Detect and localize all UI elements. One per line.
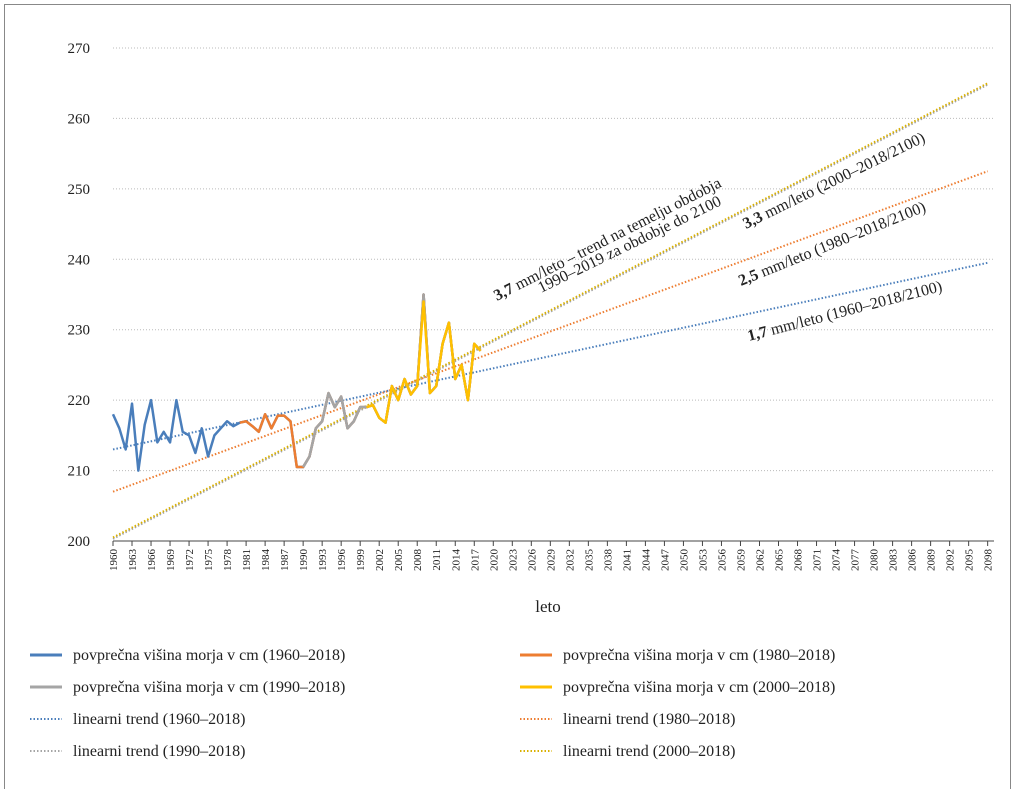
legend-label: linearni trend (2000–2018) bbox=[563, 743, 735, 760]
x-tick-label: 1975 bbox=[203, 549, 215, 572]
x-tick-label: 2089 bbox=[926, 549, 938, 572]
x-tick-label: 2098 bbox=[983, 549, 995, 572]
y-tick-label: 200 bbox=[68, 534, 91, 550]
x-tick-label: 2053 bbox=[697, 549, 709, 572]
x-tick-label: 2077 bbox=[850, 549, 862, 572]
x-tick-label: 1960 bbox=[108, 549, 120, 572]
x-tick-label: 2023 bbox=[507, 549, 519, 572]
x-tick-label: 1984 bbox=[260, 549, 272, 572]
legend-label: povprečna višina morja v cm (2000–2018) bbox=[563, 679, 835, 696]
y-tick-label: 270 bbox=[68, 41, 91, 57]
x-tick-label: 2068 bbox=[793, 549, 805, 572]
x-tick-label: 2059 bbox=[735, 549, 747, 572]
x-tick-label: 1969 bbox=[165, 549, 177, 572]
annotation: 3,7 mm/leto – trend na temelju obdobja bbox=[491, 175, 724, 305]
annotation: 1990–2019 za obdobje do 2100 bbox=[535, 193, 724, 297]
y-tick-label: 220 bbox=[68, 393, 91, 409]
x-tick-label: 2005 bbox=[393, 549, 405, 572]
x-tick-label: 2056 bbox=[716, 549, 728, 572]
x-tick-label: 2074 bbox=[831, 549, 843, 572]
x-tick-label: 2095 bbox=[964, 549, 976, 572]
x-tick-label: 2080 bbox=[869, 549, 881, 572]
x-tick-label: 2011 bbox=[431, 549, 443, 571]
y-tick-label: 240 bbox=[68, 252, 91, 268]
legend-label: povprečna višina morja v cm (1960–2018) bbox=[73, 647, 345, 664]
annotation-text: 1990–2019 za obdobje do 2100 bbox=[535, 193, 724, 297]
annotation-text: mm/leto (1960–2018/2100) bbox=[765, 278, 944, 340]
legend-label: linearni trend (1960–2018) bbox=[73, 711, 245, 728]
x-tick-label: 2032 bbox=[564, 549, 576, 571]
x-tick-label: 2020 bbox=[488, 549, 500, 572]
x-tick-label: 2083 bbox=[888, 549, 900, 572]
x-tick-label: 1963 bbox=[127, 549, 139, 572]
x-tick-label: 2047 bbox=[659, 549, 671, 572]
legend-label: povprečna višina morja v cm (1980–2018) bbox=[563, 647, 835, 664]
x-tick-label: 1993 bbox=[317, 549, 329, 572]
x-tick-label: 2065 bbox=[774, 549, 786, 572]
x-tick-label: 2014 bbox=[450, 549, 462, 572]
x-tick-label: 2092 bbox=[945, 549, 957, 571]
frame bbox=[4, 4, 1011, 790]
x-tick-label: 2041 bbox=[621, 549, 633, 571]
x-tick-label: 2038 bbox=[602, 549, 614, 572]
y-tick-label: 210 bbox=[68, 464, 91, 480]
x-tick-label: 1972 bbox=[184, 549, 196, 571]
y-tick-label: 250 bbox=[68, 182, 91, 198]
x-tick-label: 1999 bbox=[355, 549, 367, 572]
series-line bbox=[302, 293, 482, 468]
x-tick-label: 1990 bbox=[298, 549, 310, 572]
legend-label: linearni trend (1990–2018) bbox=[73, 743, 245, 760]
annotation-bold: 1,7 bbox=[746, 323, 770, 344]
x-tick-label: 1966 bbox=[146, 549, 158, 572]
x-tick-label: 1996 bbox=[336, 549, 348, 572]
x-tick-label: 2086 bbox=[907, 549, 919, 572]
x-tick-label: 2035 bbox=[583, 549, 595, 572]
annotation: 1,7 mm/leto (1960–2018/2100) bbox=[746, 278, 944, 345]
x-tick-label: 2017 bbox=[469, 549, 481, 572]
x-tick-label: 1987 bbox=[279, 549, 291, 572]
x-tick-label: 2044 bbox=[640, 549, 652, 572]
x-tick-label: 2050 bbox=[678, 549, 690, 572]
series-line bbox=[112, 170, 989, 493]
annotation-bold: 2,5 bbox=[736, 266, 761, 289]
y-tick-label: 260 bbox=[68, 111, 91, 127]
x-tick-label: 2008 bbox=[412, 549, 424, 572]
series-line bbox=[366, 300, 482, 424]
y-tick-label: 230 bbox=[68, 323, 91, 339]
x-tick-label: 2029 bbox=[545, 549, 557, 572]
legend-label: linearni trend (1980–2018) bbox=[563, 711, 735, 728]
x-tick-label: 2002 bbox=[374, 549, 386, 571]
series-line bbox=[239, 293, 482, 469]
x-tick-label: 2062 bbox=[754, 549, 766, 571]
x-axis-label: leto bbox=[535, 597, 561, 616]
x-tick-label: 2071 bbox=[812, 549, 824, 571]
x-tick-label: 1981 bbox=[241, 549, 253, 571]
x-tick-label: 1978 bbox=[222, 549, 234, 572]
legend-label: povprečna višina morja v cm (1990–2018) bbox=[73, 679, 345, 696]
x-tick-label: 2026 bbox=[526, 549, 538, 572]
